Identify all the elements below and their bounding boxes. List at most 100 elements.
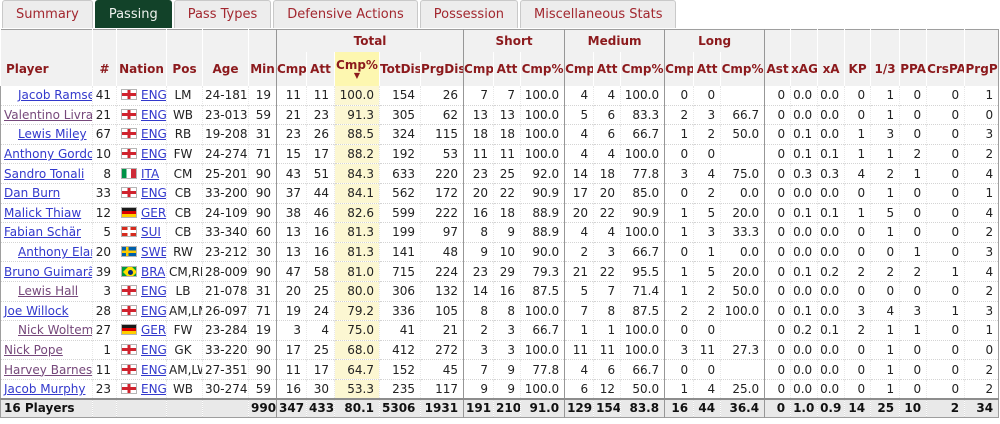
nation-link[interactable]: ITA bbox=[141, 166, 160, 181]
player-link[interactable]: Nick Pope bbox=[4, 343, 63, 358]
stat-cell: 0 bbox=[844, 339, 871, 360]
nation-link[interactable]: SWE bbox=[141, 245, 167, 260]
nation-link[interactable]: ENG bbox=[141, 284, 167, 299]
stat-cell: 3 bbox=[664, 163, 694, 184]
tab-possession[interactable]: Possession bbox=[419, 0, 519, 28]
nation-link[interactable]: ENG bbox=[141, 303, 167, 318]
col-header-blank[interactable]: # bbox=[92, 51, 117, 86]
col-header-ast[interactable]: Ast bbox=[764, 51, 791, 86]
tab-defensive-actions[interactable]: Defensive Actions bbox=[273, 0, 418, 28]
tab-miscellaneous-stats[interactable]: Miscellaneous Stats bbox=[520, 0, 677, 28]
stat-cell: 0.1 bbox=[817, 320, 845, 341]
stat-cell: 51 bbox=[306, 163, 335, 184]
col-header-totdist[interactable]: TotDist bbox=[379, 51, 421, 86]
player-link[interactable]: Lewis Miley bbox=[18, 127, 87, 142]
footer-blank bbox=[202, 398, 249, 417]
nation-link[interactable]: ENG bbox=[141, 381, 167, 396]
nation-cell: ENG bbox=[116, 378, 167, 399]
col-header-prgdist[interactable]: PrgDist bbox=[419, 51, 464, 86]
stat-cell: 0 bbox=[764, 280, 791, 302]
player-link[interactable]: Bruno Guimarães bbox=[4, 264, 93, 279]
player-link[interactable]: Malick Thiaw bbox=[4, 205, 82, 220]
stat-cell: 115 bbox=[419, 124, 464, 145]
tab-summary[interactable]: Summary bbox=[2, 0, 93, 28]
stat-cell: 2 bbox=[693, 280, 721, 302]
stat-cell: 2 bbox=[899, 261, 927, 282]
footer-stat-cell: 36.4 bbox=[720, 398, 765, 417]
stat-cell: 0 bbox=[664, 143, 694, 164]
col-header-cmp[interactable]: Cmp% bbox=[720, 51, 765, 86]
nation-link[interactable]: ENG bbox=[141, 127, 167, 142]
nation-link[interactable]: ENG bbox=[141, 362, 167, 377]
position-cell: RB bbox=[166, 124, 203, 145]
nation-link[interactable]: BRA bbox=[141, 264, 166, 279]
stat-cell: 100.0 bbox=[720, 300, 765, 321]
footer-stat-cell: 191 bbox=[463, 398, 494, 417]
stat-cell: 1 bbox=[926, 300, 965, 321]
col-header-att[interactable]: Att bbox=[493, 51, 521, 86]
col-header-cmp[interactable]: Cmp% bbox=[520, 51, 565, 86]
col-header-prgp[interactable]: PrgP bbox=[964, 51, 999, 86]
col-header-nation[interactable]: Nation bbox=[116, 51, 167, 86]
player-cell: Jacob Ramsey bbox=[0, 85, 93, 106]
col-header-min[interactable]: Min bbox=[248, 51, 277, 86]
player-link[interactable]: Anthony Gordon bbox=[4, 147, 93, 162]
nation-link[interactable]: ENG bbox=[141, 343, 167, 358]
stat-cell: 0 bbox=[926, 280, 965, 302]
stat-cell: 0 bbox=[926, 124, 965, 145]
col-header-crspa[interactable]: CrsPA bbox=[926, 51, 965, 86]
player-link[interactable]: Nick Woltemade bbox=[18, 323, 93, 338]
nation-link[interactable]: ENG bbox=[141, 147, 167, 162]
player-link[interactable]: Jacob Ramsey bbox=[18, 88, 93, 103]
nation-link[interactable]: ENG bbox=[141, 88, 167, 103]
col-header-age[interactable]: Age bbox=[202, 51, 249, 86]
shirt-number-cell: 1 bbox=[92, 339, 117, 360]
player-link[interactable]: Harvey Barnes bbox=[4, 362, 93, 377]
player-link[interactable]: Lewis Hall bbox=[18, 284, 79, 299]
player-link[interactable]: Sandro Tonali bbox=[4, 166, 85, 181]
player-link[interactable]: Jacob Murphy bbox=[4, 381, 86, 396]
stat-cell: 50.0 bbox=[720, 280, 765, 302]
player-link[interactable]: Joe Willock bbox=[4, 303, 69, 318]
col-header-cmp[interactable]: Cmp% ▼ bbox=[334, 51, 380, 86]
col-header-cmp[interactable]: Cmp bbox=[664, 51, 694, 86]
age-cell: 30-274 bbox=[202, 378, 249, 399]
col-header-att[interactable]: Att bbox=[693, 51, 721, 86]
col-header-cmp[interactable]: Cmp bbox=[463, 51, 494, 86]
nation-link[interactable]: ENG bbox=[141, 107, 167, 122]
col-header-xa[interactable]: xA bbox=[817, 51, 845, 86]
col-header-pos[interactable]: Pos bbox=[166, 51, 203, 86]
stat-cell: 0.0 bbox=[817, 182, 845, 204]
stat-cell: 0 bbox=[764, 104, 791, 125]
stat-cell: 25.0 bbox=[720, 378, 765, 399]
stat-cell: 2 bbox=[664, 104, 694, 125]
col-header-player[interactable]: Player bbox=[0, 51, 93, 86]
nation-link[interactable]: ENG bbox=[141, 186, 167, 201]
col-header-att[interactable]: Att bbox=[306, 51, 335, 86]
stat-cell: 9 bbox=[463, 241, 494, 262]
col-header-cmp[interactable]: Cmp bbox=[564, 51, 594, 86]
tab-passing[interactable]: Passing bbox=[94, 0, 172, 28]
col-header-ppa[interactable]: PPA bbox=[899, 51, 927, 86]
player-link[interactable]: Valentino Livramento bbox=[4, 107, 93, 122]
stat-cell: 0 bbox=[764, 202, 791, 223]
stat-cell: 100.0 bbox=[620, 143, 665, 164]
tab-pass-types[interactable]: Pass Types bbox=[173, 0, 272, 28]
stat-cell: 3 bbox=[276, 320, 307, 341]
col-header-cmp[interactable]: Cmp% bbox=[620, 51, 665, 86]
nation-link[interactable]: SUI bbox=[141, 225, 161, 240]
player-link[interactable]: Fabian Schär bbox=[4, 225, 81, 240]
col-header-xag[interactable]: xAG bbox=[790, 51, 818, 86]
player-link[interactable]: Dan Burn bbox=[4, 186, 61, 201]
shirt-number-cell: 10 bbox=[92, 143, 117, 164]
stat-cell: 0.0 bbox=[790, 241, 818, 262]
nation-link[interactable]: GER bbox=[141, 323, 167, 338]
player-link[interactable]: Anthony Elanga bbox=[18, 245, 93, 260]
col-header-att[interactable]: Att bbox=[593, 51, 621, 86]
stat-cell: 15 bbox=[276, 143, 307, 164]
col-header-kp[interactable]: KP bbox=[844, 51, 871, 86]
nation-link[interactable]: GER bbox=[141, 205, 167, 220]
col-header-1-3[interactable]: 1/3 bbox=[870, 51, 900, 86]
stat-cell: 97 bbox=[419, 222, 464, 243]
col-header-cmp[interactable]: Cmp bbox=[276, 51, 307, 86]
